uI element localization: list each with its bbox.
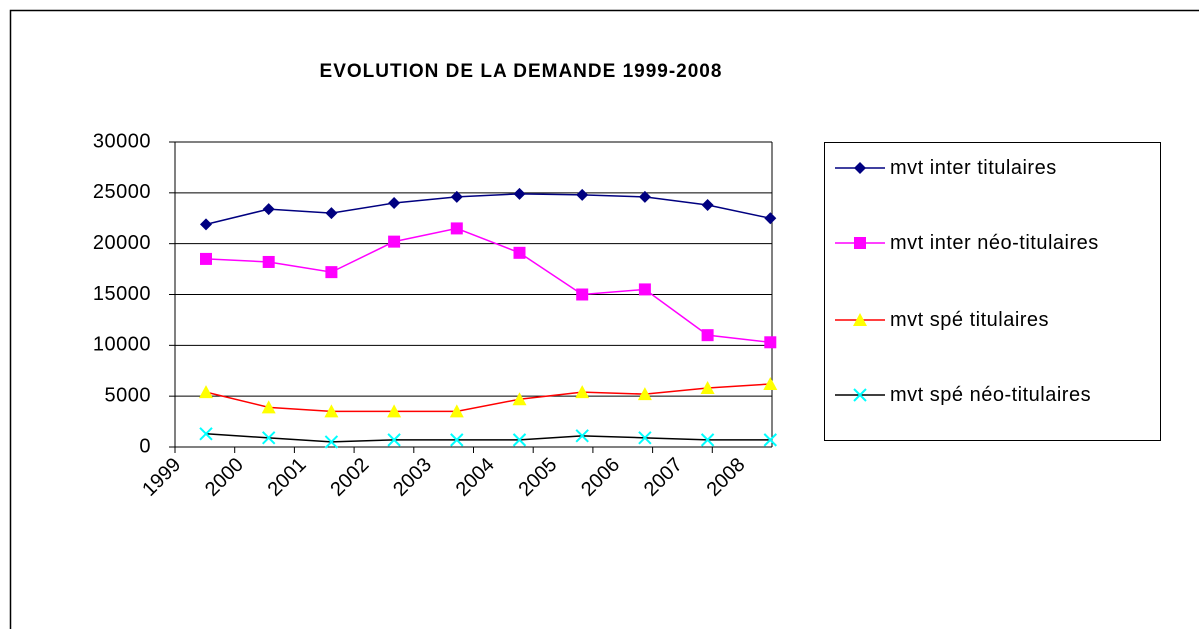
point: [450, 222, 463, 235]
legend-box: [824, 142, 1161, 441]
point: [701, 199, 714, 212]
legend-label: mvt spé titulaires: [890, 309, 1050, 331]
point: [262, 203, 275, 216]
series-line: [205, 227, 771, 344]
point: [576, 288, 589, 301]
point: [576, 188, 589, 201]
point: [324, 404, 339, 418]
point: [325, 207, 338, 220]
point: [387, 433, 401, 447]
point: [513, 246, 526, 259]
point: [854, 237, 866, 249]
point: [763, 376, 778, 390]
point: [199, 385, 213, 399]
point: [700, 381, 715, 395]
point: [853, 388, 867, 402]
point: [575, 385, 590, 399]
legend-label: mvt spé néo-titulaires: [890, 384, 1092, 406]
y-tick-label: 15000: [93, 283, 151, 305]
point: [450, 190, 463, 203]
series-line: [205, 193, 771, 226]
point: [853, 313, 867, 326]
point: [200, 218, 212, 231]
point: [261, 431, 276, 445]
point: [638, 190, 651, 203]
legend-label: mvt inter néo-titulaires: [890, 232, 1099, 254]
point: [764, 336, 777, 349]
y-tick-label: 5000: [105, 384, 152, 406]
point: [261, 400, 276, 414]
chart-title: EVOLUTION DE LA DEMANDE 1999-2008: [320, 61, 723, 82]
point: [700, 433, 715, 447]
point: [199, 427, 213, 441]
point: [512, 433, 527, 447]
y-tick-label: 20000: [93, 232, 151, 254]
point: [388, 197, 401, 209]
y-tick-label: 25000: [93, 181, 151, 203]
point: [638, 431, 652, 445]
point: [764, 212, 777, 225]
point: [763, 433, 778, 447]
y-tick-label: 10000: [93, 334, 151, 356]
point: [854, 162, 866, 174]
point: [512, 392, 527, 406]
point: [200, 252, 212, 265]
point: [449, 404, 464, 418]
point: [701, 329, 714, 342]
point: [575, 429, 589, 443]
point: [637, 387, 652, 401]
legend-label: mvt inter titulaires: [890, 157, 1057, 179]
point: [638, 283, 651, 296]
point: [325, 266, 338, 279]
y-tick-label: 30000: [93, 130, 151, 152]
point: [450, 433, 464, 447]
series-line: [205, 383, 771, 413]
y-tick-label: 0: [139, 435, 151, 457]
series-line: [205, 433, 771, 443]
point: [387, 404, 402, 418]
point: [262, 255, 275, 268]
point: [513, 187, 526, 200]
point: [324, 435, 339, 449]
point: [388, 235, 401, 248]
